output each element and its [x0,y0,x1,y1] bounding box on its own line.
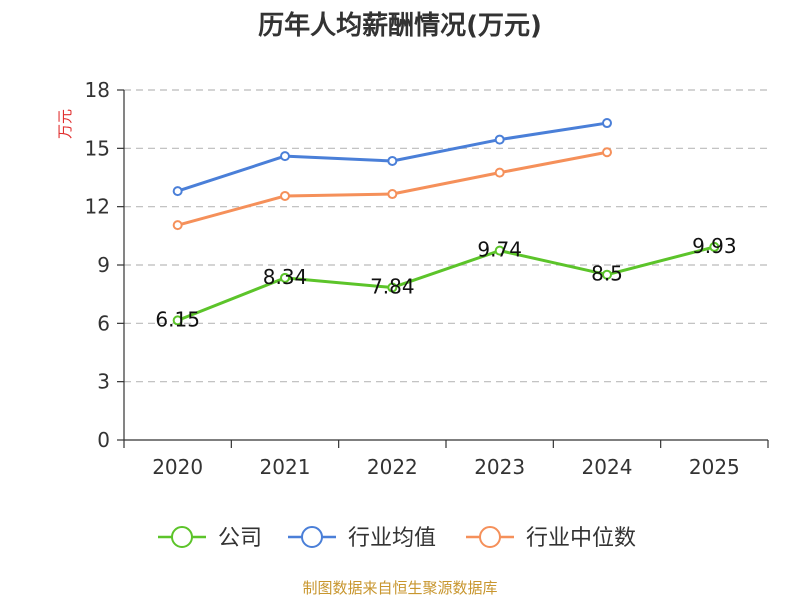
x-tick-label: 2021 [260,455,311,479]
legend-marker [301,526,323,548]
x-tick-label: 2022 [367,455,418,479]
y-tick-label: 18 [85,78,110,102]
legend: 公司 行业均值 行业中位数 [158,526,636,551]
series-point-2 [387,189,398,200]
data-label: 8.34 [263,265,308,289]
series-point-1 [494,134,505,145]
series-point-1 [602,118,612,129]
legend-marker [479,526,501,548]
data-label: 9.93 [692,234,737,258]
series-point-0 [494,245,505,256]
legend-label: 公司 [218,526,262,551]
data-labels: 6.15 8.34 7.84 9.74 8.5 9.93 [155,234,736,331]
y-tick-label: 0 [97,428,110,452]
series-point-2 [172,220,183,231]
legend-marker [171,526,193,548]
x-tick-label: 2024 [582,455,633,479]
data-label: 9.74 [477,238,522,262]
legend-label: 行业均值 [348,526,436,551]
y-tick-label: 6 [97,311,110,335]
y-tick-label: 9 [97,253,110,277]
series-layer [172,118,720,326]
data-source-note: 制图数据来自恒生聚源数据库 [302,579,497,597]
legend-item-1[interactable]: 行业均值 [288,526,436,551]
legend-label: 行业中位数 [526,526,636,551]
series-point-0 [602,269,612,280]
x-tick-label: 2025 [689,455,740,479]
y-tick-label: 3 [97,370,110,394]
series-point-0 [172,315,183,326]
x-tick-label: 2023 [474,455,525,479]
series-point-2 [494,167,505,178]
data-label: 7.84 [370,275,415,299]
y-tick-label: 12 [85,195,110,219]
data-label: 6.15 [155,307,200,331]
series-point-2 [602,147,612,158]
series-line-0 [177,245,715,322]
grid-lines [124,89,768,383]
series-point-2 [280,190,290,201]
x-tick-label: 2020 [152,455,203,479]
y-axis-label: 万元 [56,109,74,139]
chart-title: 历年人均薪酬情况(万元) [258,10,542,41]
legend-item-2[interactable]: 行业中位数 [466,526,636,551]
series-point-0 [280,272,290,283]
y-tick-label: 15 [85,136,110,160]
series-point-0 [709,241,720,252]
data-label: 8.5 [591,262,623,286]
series-point-1 [172,186,183,197]
axes: 0 3 6 9 12 15 18 2020 2021 2022 2023 2024 2025 [85,78,769,479]
series-point-1 [387,155,398,166]
series-point-0 [387,282,398,293]
series-point-1 [280,151,290,162]
legend-item-0[interactable]: 公司 [158,526,262,551]
